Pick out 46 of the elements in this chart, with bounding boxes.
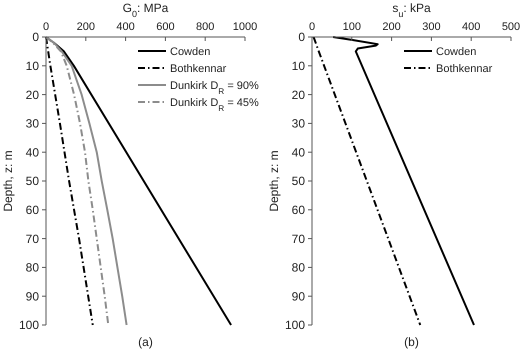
y-tick-label: 20	[26, 88, 40, 102]
x-tick-label: 100	[342, 21, 361, 33]
y-tick-label: 50	[292, 174, 306, 188]
x-axis-title: s$_{u}$: kPa	[392, 1, 431, 19]
x-tick-label: 0	[42, 21, 50, 33]
legend-label: Bothkennar	[436, 62, 493, 75]
x-axis-title: G$_{0}$: MPa	[122, 1, 169, 19]
y-tick-label: 40	[292, 145, 306, 160]
legend-label: Cowden	[436, 46, 476, 58]
legend-label: Dunkirk D$_{R}$ = 90%	[170, 80, 260, 96]
x-tick-label: 800	[196, 21, 214, 33]
x-tick-label: 400	[116, 21, 135, 33]
y-axis-title: Depth, z: m	[1, 150, 15, 212]
y-tick-label: 30	[26, 116, 40, 131]
x-tick-label: 500	[502, 21, 520, 33]
y-tick-label: 80	[292, 260, 306, 275]
y-tick-label: 50	[26, 174, 40, 188]
y-tick-label: 80	[26, 260, 40, 275]
y-tick-label: 100	[284, 318, 306, 332]
text: (a)	[138, 335, 153, 349]
x-tick-label: 1000	[232, 21, 258, 33]
x-tick-label: 300	[422, 21, 441, 33]
legend-label: Cowden	[170, 46, 210, 58]
x-tick-label: 400	[462, 21, 480, 33]
legend-label: Bothkennar	[170, 62, 227, 75]
y-tick-label: 70	[26, 232, 40, 246]
y-tick-label: 0	[298, 30, 306, 44]
y-tick-label: 10	[292, 59, 306, 73]
y-tick-label: 90	[26, 289, 40, 304]
legend-label: Dunkirk D$_{R}$ = 45%	[170, 96, 260, 112]
text: (b)	[404, 335, 419, 349]
y-tick-label: 40	[26, 145, 40, 160]
x-tick-label: 600	[156, 21, 175, 33]
x-tick-label: 0	[308, 21, 316, 33]
y-axis-title: Depth, z: m	[267, 150, 281, 212]
x-tick-label: 200	[76, 21, 95, 33]
y-tick-label: 10	[26, 59, 40, 73]
y-tick-label: 100	[18, 318, 40, 332]
y-tick-label: 30	[292, 116, 306, 131]
y-tick-label: 0	[32, 30, 40, 44]
y-tick-label: 60	[292, 203, 306, 217]
x-tick-label: 200	[382, 21, 401, 33]
y-tick-label: 60	[26, 203, 40, 217]
y-tick-label: 90	[292, 289, 306, 304]
y-tick-label: 20	[292, 88, 306, 102]
y-tick-label: 70	[292, 232, 306, 246]
